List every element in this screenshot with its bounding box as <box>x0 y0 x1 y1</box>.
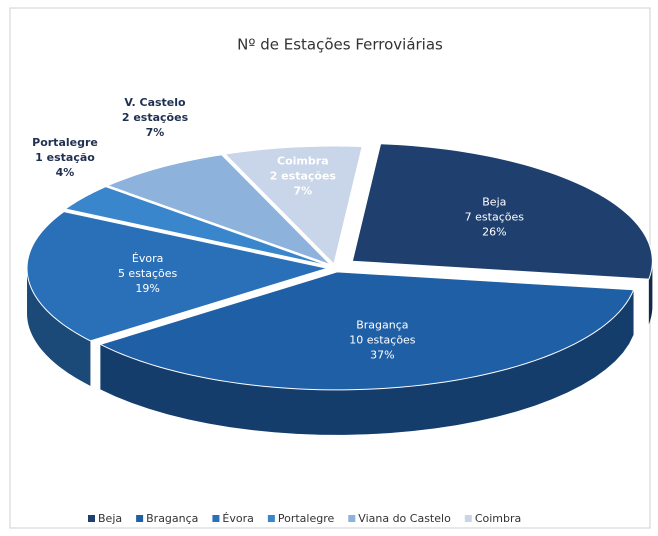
data-label: 10 estações <box>349 333 416 346</box>
data-label: 7% <box>146 126 165 139</box>
data-label: Beja <box>482 196 506 209</box>
legend-label: Coimbra <box>475 512 521 525</box>
pie-slice <box>64 186 329 267</box>
pie-slice <box>106 154 331 266</box>
legend-swatch <box>88 515 95 522</box>
legend-swatch <box>464 515 472 522</box>
data-label: 26% <box>482 226 506 239</box>
data-label: 5 estações <box>118 267 178 280</box>
pie-side-shade <box>27 268 91 386</box>
legend-label: Viana do Castelo <box>358 512 451 525</box>
chart-title: Nº de Estações Ferroviárias <box>237 36 443 54</box>
legend-label: Évora <box>222 512 253 525</box>
data-label: 1 estação <box>35 151 95 164</box>
data-label: Bragança <box>356 318 408 331</box>
data-label: Évora <box>132 252 163 265</box>
data-label: V. Castelo <box>124 96 186 109</box>
legend-swatch <box>136 515 144 522</box>
pie-slice <box>99 271 635 391</box>
pie-slice <box>351 143 653 280</box>
legend-swatch <box>212 515 220 522</box>
data-label: 7 estações <box>465 211 525 224</box>
data-label: Portalegre <box>32 136 98 149</box>
pie-side <box>27 268 91 386</box>
pie-sides <box>27 261 653 435</box>
data-label: Coimbra <box>277 154 329 167</box>
pie-tops <box>26 143 653 391</box>
data-label: 2 estações <box>122 111 189 124</box>
data-label: 4% <box>56 166 75 179</box>
pie-slice <box>224 145 363 266</box>
data-label: 7% <box>293 184 312 197</box>
data-label: 2 estações <box>270 169 337 182</box>
data-label: 37% <box>370 348 394 361</box>
pie-slice <box>26 211 330 342</box>
legend-swatch <box>267 515 275 522</box>
pie-side-shade <box>100 289 634 435</box>
legend-label: Bragança <box>146 512 198 525</box>
data-label: 19% <box>135 282 159 295</box>
pie-side <box>100 289 634 435</box>
legend-swatch <box>348 515 356 522</box>
legend-label: Beja <box>98 512 122 525</box>
legend-label: Portalegre <box>278 512 335 525</box>
